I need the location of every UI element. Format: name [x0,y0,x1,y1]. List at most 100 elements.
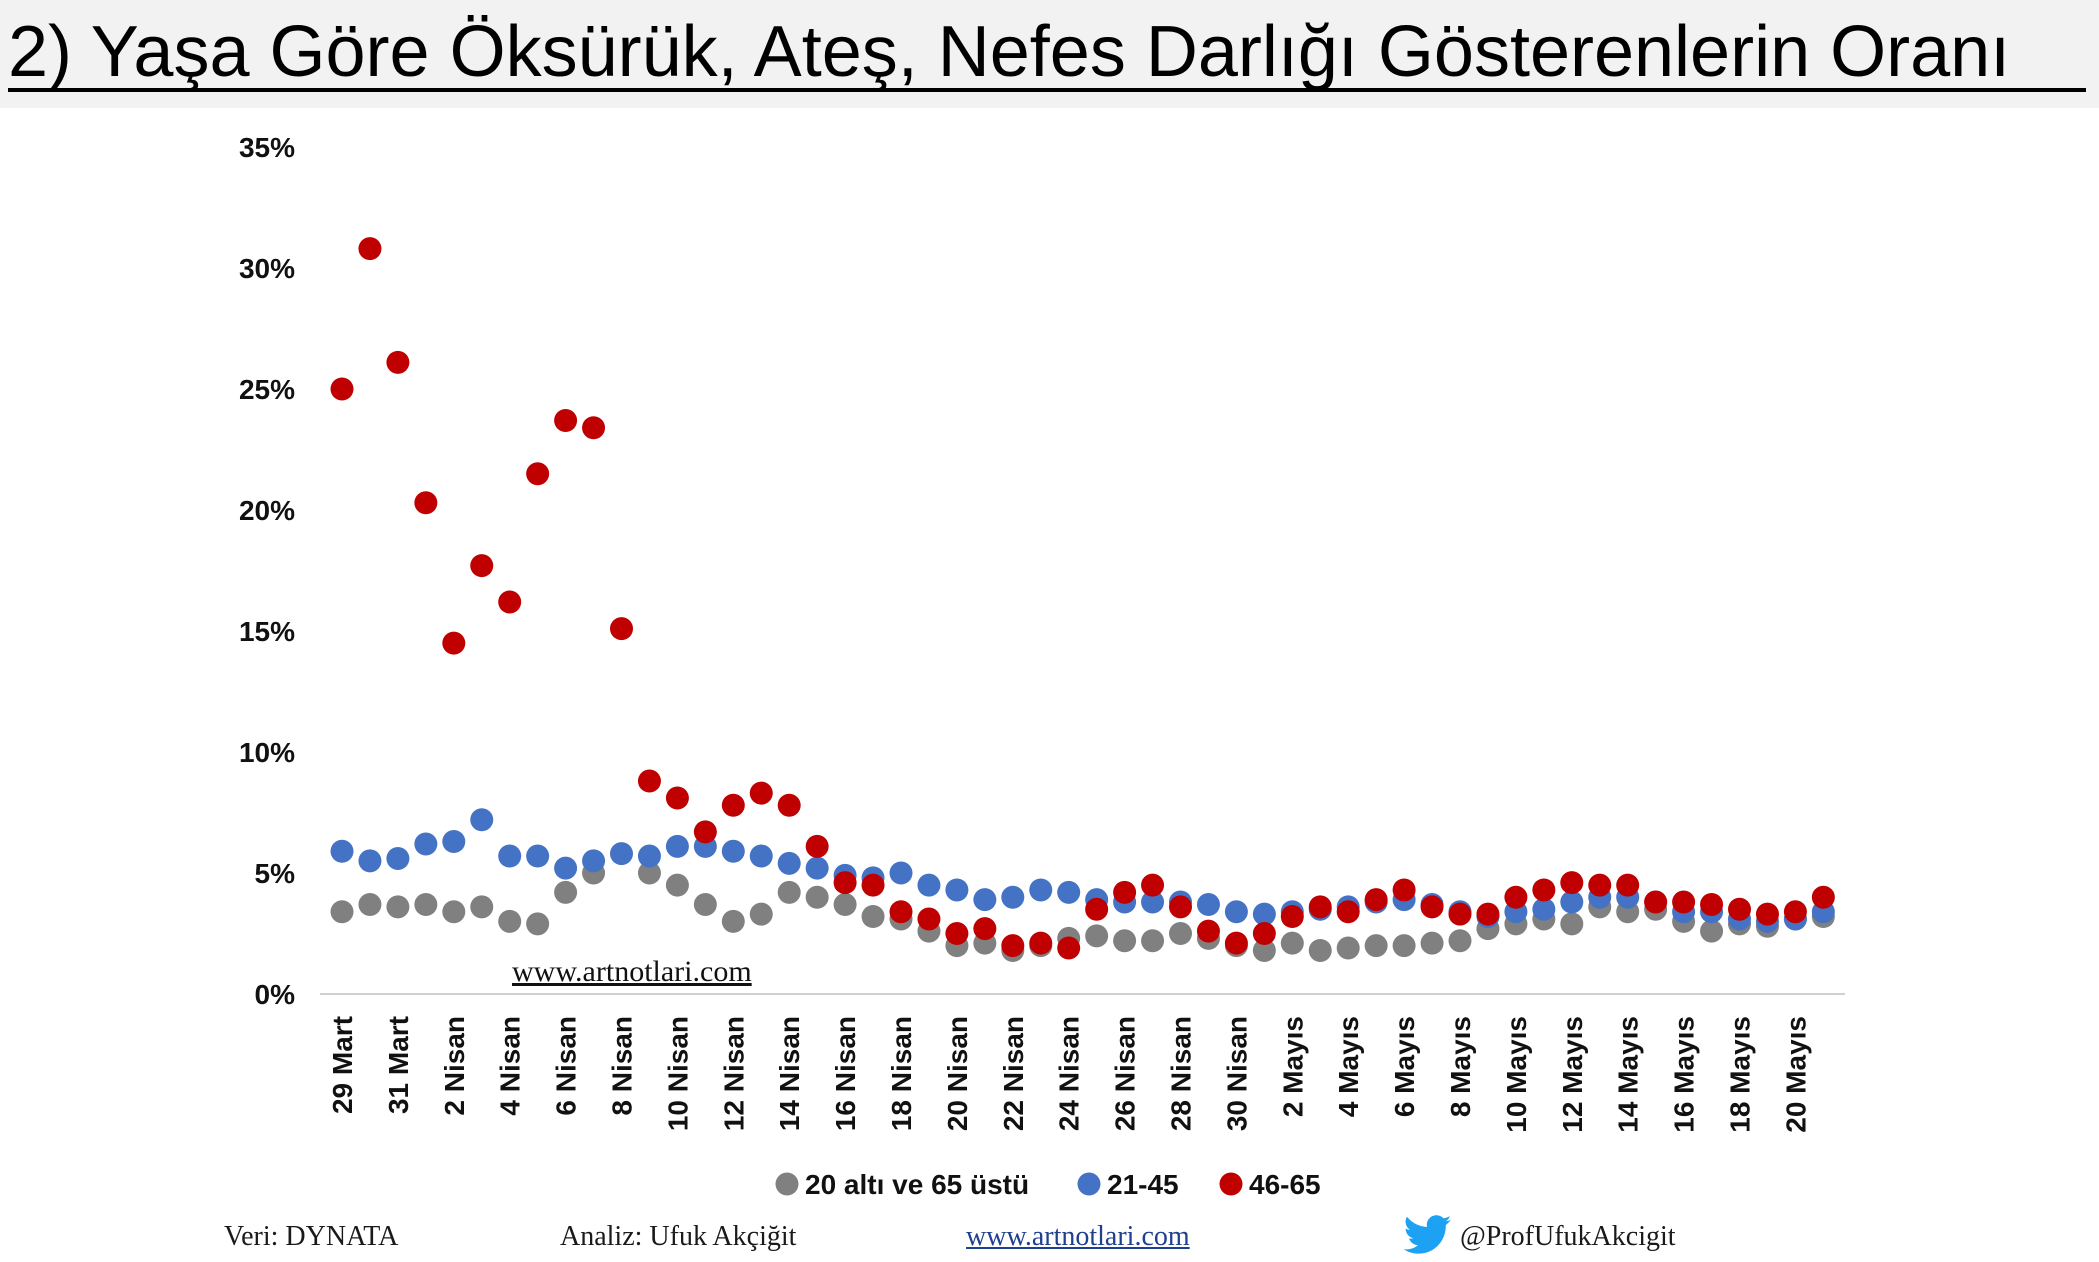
data-point-series-3 [1644,890,1668,914]
x-tick-label: 6 Mayıs [1389,1016,1420,1117]
data-point-series-2 [582,849,606,873]
data-point-series-1 [1420,931,1444,955]
legend-marker [1077,1172,1101,1196]
data-point-series-2 [1029,878,1053,902]
data-point-series-3 [1560,871,1584,895]
data-point-series-3 [1001,934,1025,958]
x-tick-label: 12 Nisan [718,1016,749,1131]
data-point-series-3 [665,786,689,810]
data-point-series-1 [470,895,494,919]
twitter-handle[interactable]: @ProfUfukAkcigit [1460,1221,1676,1252]
data-point-series-2 [330,839,354,863]
y-tick-label: 5% [255,858,296,889]
data-point-series-2 [973,888,997,912]
data-point-series-3 [1336,900,1360,924]
data-point-series-3 [386,350,410,374]
data-point-series-1 [805,885,829,909]
data-point-series-1 [749,902,773,926]
data-point-series-1 [693,892,717,916]
x-tick-label: 2 Mayıs [1277,1016,1308,1117]
data-point-series-1 [861,905,885,929]
data-point-series-1 [1700,919,1724,943]
x-tick-label: 2 Nisan [439,1016,470,1116]
twitter-bird-icon[interactable] [1404,1215,1452,1255]
x-tick-label: 12 Mayıs [1557,1016,1588,1133]
data-point-series-2 [1196,892,1220,916]
data-point-series-1 [498,909,522,933]
data-point-series-3 [470,554,494,578]
data-point-series-3 [833,871,857,895]
data-point-series-3 [1755,902,1779,926]
x-tick-label: 14 Mayıs [1613,1016,1644,1133]
data-point-series-2 [1224,900,1248,924]
data-point-series-2 [889,861,913,885]
data-point-series-2 [358,849,382,873]
data-point-series-3 [1141,873,1165,897]
data-point-series-3 [1169,895,1192,919]
watermark-link[interactable]: www.artnotlari.com [512,955,752,988]
data-point-series-3 [1783,900,1807,924]
data-point-series-2 [498,844,522,868]
data-point-series-3 [637,769,661,793]
data-point-series-3 [1029,931,1053,955]
data-point-series-2 [470,808,494,832]
y-tick-label: 25% [239,374,295,405]
data-point-series-2 [1057,880,1081,904]
data-point-series-3 [1196,919,1220,943]
data-point-series-3 [805,834,829,858]
x-tick-label: 10 Nisan [662,1016,693,1131]
data-point-series-3 [358,237,382,261]
x-tick-label: 22 Nisan [998,1016,1029,1131]
data-point-series-1 [1336,936,1360,960]
y-tick-label: 30% [239,253,295,284]
data-point-series-1 [1448,929,1472,953]
x-tick-label: 16 Nisan [830,1016,861,1131]
data-point-series-3 [414,491,438,515]
data-point-series-2 [749,844,773,868]
data-point-series-3 [1476,902,1500,926]
y-tick-label: 10% [239,737,295,768]
data-point-series-3 [1672,890,1696,914]
data-point-series-3 [1504,885,1528,909]
data-point-series-2 [1560,890,1584,914]
data-point-series-1 [1560,912,1584,936]
data-point-series-2 [945,878,969,902]
legend-label: 46-65 [1249,1169,1321,1200]
x-tick-label: 14 Nisan [774,1016,805,1131]
data-point-series-2 [554,856,578,880]
data-point-series-3 [749,781,773,805]
website-link[interactable]: www.artnotlari.com [966,1221,1190,1252]
data-point-series-2 [1001,885,1025,909]
data-point-series-1 [777,880,801,904]
x-tick-label: 26 Nisan [1110,1016,1141,1131]
data-point-series-3 [889,900,913,924]
data-point-series-1 [1308,938,1332,962]
data-point-series-3 [1392,878,1416,902]
data-point-series-3 [582,416,606,440]
data-point-series-1 [721,909,745,933]
data-point-series-1 [554,880,578,904]
x-tick-label: 10 Mayıs [1501,1016,1532,1133]
x-tick-label: 16 Mayıs [1669,1016,1700,1133]
x-tick-label: 6 Nisan [551,1016,582,1116]
x-tick-label: 28 Nisan [1166,1016,1197,1131]
data-point-series-1 [833,892,857,916]
data-point-series-2 [637,844,661,868]
data-point-series-3 [1280,905,1304,929]
data-point-series-3 [1616,873,1640,897]
data-point-series-2 [442,830,466,854]
data-point-series-1 [1141,929,1165,953]
data-point-series-1 [1085,924,1109,948]
legend-marker [1219,1172,1243,1196]
data-point-series-1 [1364,934,1388,958]
x-tick-label: 18 Mayıs [1725,1016,1756,1133]
data-point-series-3 [1364,888,1388,912]
data-point-series-1 [1392,934,1416,958]
data-point-series-3 [498,590,522,614]
data-point-series-2 [414,832,438,856]
data-point-series-3 [777,793,801,817]
data-point-series-3 [721,793,745,817]
data-point-series-2 [1141,890,1165,914]
data-point-series-2 [917,873,941,897]
